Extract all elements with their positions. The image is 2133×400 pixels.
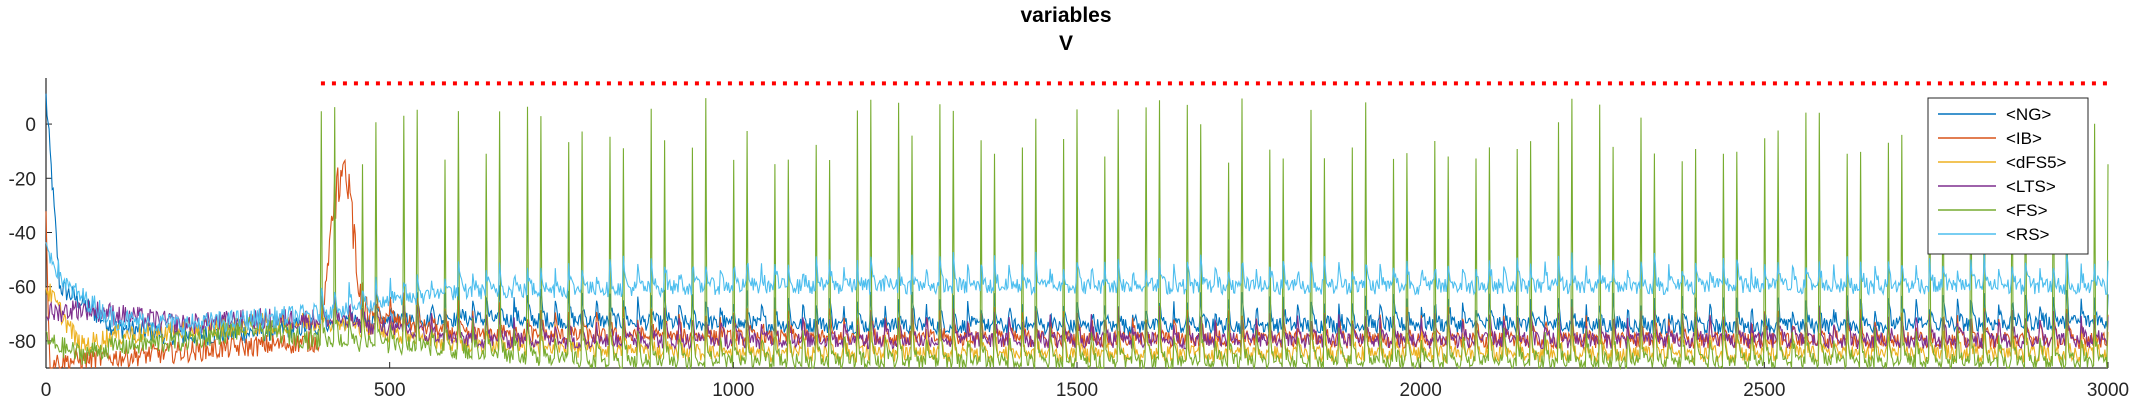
chart-subtitle: V bbox=[1059, 32, 1073, 55]
y-tick-label: -80 bbox=[9, 332, 36, 353]
y-tick-label: 0 bbox=[25, 115, 36, 136]
y-tick-label: -60 bbox=[9, 278, 36, 299]
x-tick-label: 2000 bbox=[1400, 380, 1442, 400]
legend-label: <RS> bbox=[2006, 225, 2050, 244]
plot-area: 0 500 1000 1500 2000 2500 3000 0 -20 -40 -60 -80 bbox=[9, 78, 2130, 400]
chart-title: variables bbox=[1020, 4, 1111, 27]
x-tick-label: 3000 bbox=[2087, 380, 2129, 400]
y-tick-label: -20 bbox=[9, 169, 36, 190]
legend-label: <FS> bbox=[2006, 201, 2048, 220]
x-tick-label: 1000 bbox=[712, 380, 754, 400]
x-tick-label: 0 bbox=[41, 380, 52, 400]
x-tick-label: 500 bbox=[374, 380, 406, 400]
x-tick-label: 2500 bbox=[1743, 380, 1785, 400]
legend-label: <IB> bbox=[2006, 129, 2042, 148]
x-tick-label: 1500 bbox=[1056, 380, 1098, 400]
legend-label: <LTS> bbox=[2006, 177, 2056, 196]
legend-label: <dFS5> bbox=[2006, 153, 2067, 172]
legend-label: <NG> bbox=[2006, 105, 2051, 124]
y-tick-label: -40 bbox=[9, 223, 36, 244]
legend: <NG> <IB> <dFS5> <LTS> <FS> <RS> bbox=[1928, 98, 2088, 254]
